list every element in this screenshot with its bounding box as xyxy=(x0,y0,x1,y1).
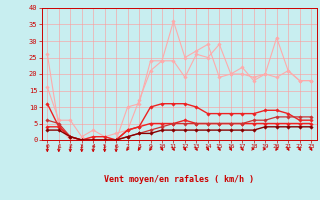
Text: Vent moyen/en rafales ( km/h ): Vent moyen/en rafales ( km/h ) xyxy=(104,176,254,184)
